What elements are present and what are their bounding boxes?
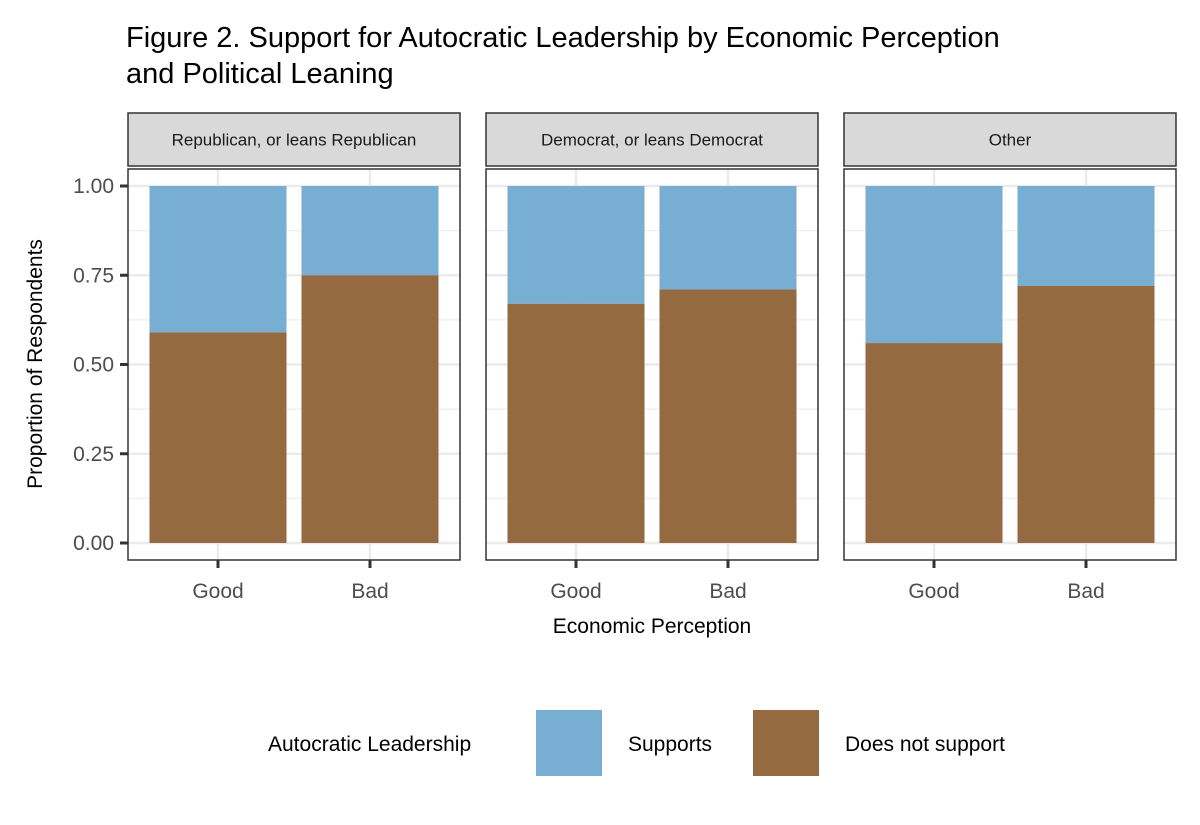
y-tick-label: 0.00 (73, 532, 114, 555)
facet-1-bar-bad-supports (301, 186, 439, 276)
facet-2-x-tick-label-bad: Bad (709, 580, 746, 603)
y-tick-label: 0.50 (73, 354, 114, 377)
facet-1-strip-label: Republican, or leans Republican (172, 131, 417, 150)
facet-2-x-tick-label-good: Good (550, 580, 601, 603)
y-tick-label: 0.25 (73, 443, 114, 466)
facet-3-bar-good-supports (865, 186, 1003, 344)
facet-1-strip (127, 112, 461, 167)
facet-3-strip-label: Other (989, 131, 1032, 150)
y-tick-label: 0.75 (73, 264, 114, 287)
facet-2-bar-bad-does-not-support (659, 289, 797, 543)
y-axis: 0.00 0.25 0.50 0.75 1.00 (73, 175, 128, 555)
facet-3-bar-bad-does-not-support (1017, 285, 1155, 543)
facet-2-bar-good-supports (507, 186, 645, 304)
facet-2-strip (485, 112, 819, 167)
facet-1-bar-good-does-not-support (149, 332, 287, 543)
legend-key-supports (536, 710, 602, 776)
facet-2: Democrat, or leans Democrat Good Bad (485, 112, 819, 603)
legend: Autocratic Leadership Supports Does not … (268, 710, 1005, 776)
facet-2-strip-label: Democrat, or leans Democrat (541, 131, 763, 150)
facet-2-bar-bad-supports (659, 186, 797, 290)
chart-title-line-1: Figure 2. Support for Autocratic Leaders… (126, 22, 1000, 54)
facet-2-panel-border (485, 168, 819, 561)
facet-3-x-tick-label-bad: Bad (1067, 580, 1104, 603)
facet-3-bar-bad-supports (1017, 186, 1155, 286)
facet-3-x-tick-label-good: Good (908, 580, 959, 603)
facet-1-bar-bad-does-not-support (301, 275, 439, 543)
legend-label-does-not-support: Does not support (845, 733, 1005, 756)
chart-title-line-2: and Political Leaning (126, 58, 394, 90)
facet-1-x-tick-label-bad: Bad (351, 580, 388, 603)
facet-1-x-tick-label-good: Good (192, 580, 243, 603)
y-tick-label: 1.00 (73, 175, 114, 198)
legend-label-supports: Supports (628, 733, 712, 756)
facet-1-bar-good-supports (149, 186, 287, 333)
facet-3-bar-good-does-not-support (865, 343, 1003, 543)
legend-key-does-not-support (753, 710, 819, 776)
facet-1: Republican, or leans Republican Good Bad (127, 112, 461, 603)
facet-3-strip (843, 112, 1177, 167)
facet-2-bar-good-does-not-support (507, 303, 645, 543)
x-axis-label: Economic Perception (553, 615, 751, 638)
legend-title: Autocratic Leadership (268, 733, 471, 756)
facet-3: Other Good Bad (843, 112, 1177, 603)
y-axis-label: Proportion of Respondents (24, 239, 47, 489)
facet-3-panel-border (843, 168, 1177, 561)
